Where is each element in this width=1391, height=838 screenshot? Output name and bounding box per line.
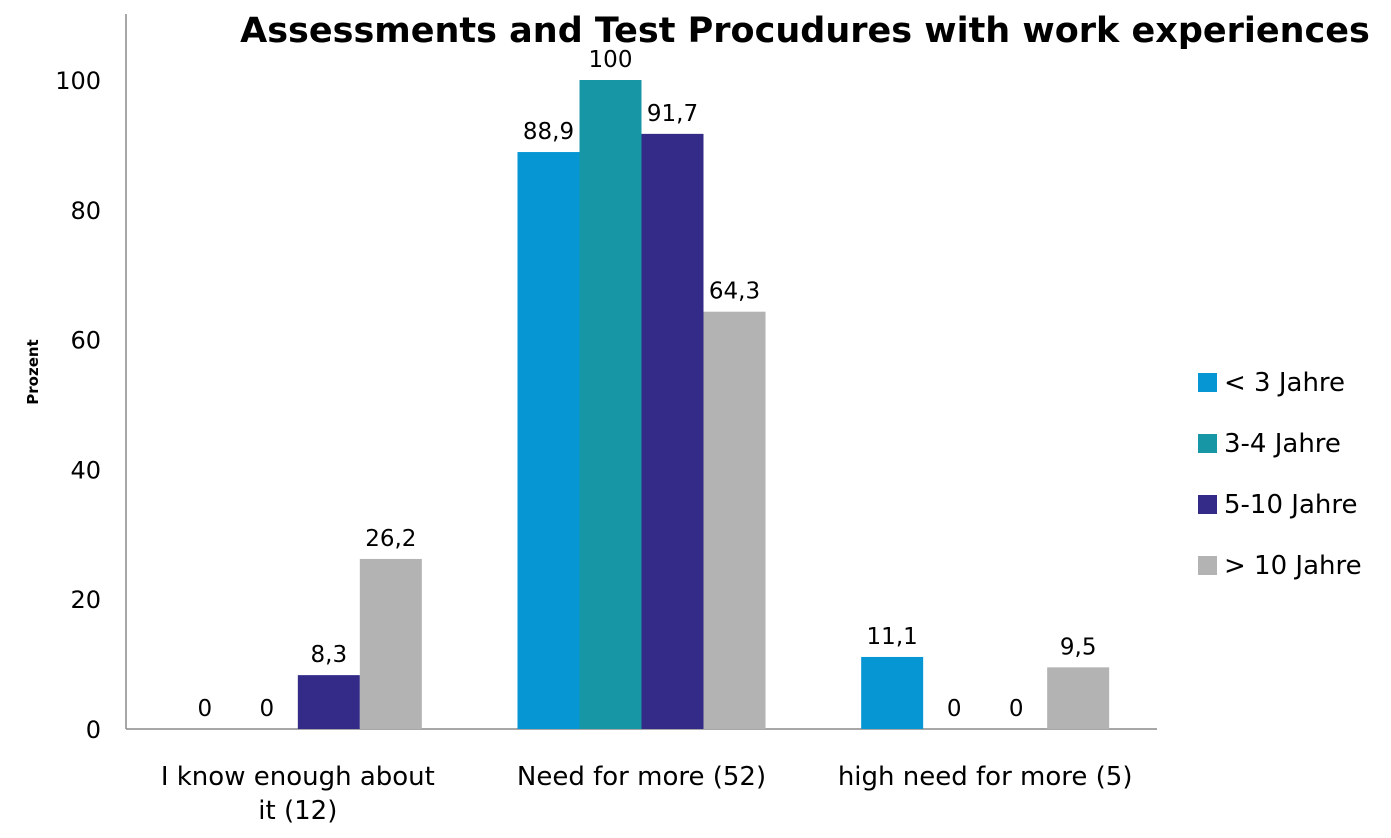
data-label: 91,7 <box>647 101 698 127</box>
chart-title: Assessments and Test Procudures with wor… <box>240 11 1370 51</box>
data-label: 8,3 <box>311 642 348 668</box>
bar <box>297 675 360 729</box>
legend-item: 5-10 Jahre <box>1198 474 1362 535</box>
y-axis-label: Prozent <box>24 339 42 404</box>
bar <box>861 656 924 729</box>
legend-label: > 10 Jahre <box>1224 550 1362 581</box>
bar <box>641 133 704 729</box>
legend-swatch <box>1198 373 1217 392</box>
bar <box>517 152 580 729</box>
data-label: 64,3 <box>709 279 760 305</box>
y-tick-label: 20 <box>70 586 101 614</box>
bar <box>1047 667 1110 729</box>
category-label: Need for more (52) <box>517 762 766 792</box>
data-label: 0 <box>198 696 213 722</box>
bar <box>703 311 766 729</box>
category-label: I know enough about <box>161 762 435 792</box>
data-label: 9,5 <box>1060 634 1097 660</box>
category-label: it (12) <box>258 796 337 826</box>
legend-label: 3-4 Jahre <box>1224 428 1341 459</box>
y-tick-label: 100 <box>55 67 101 95</box>
legend-item: 3-4 Jahre <box>1198 413 1362 474</box>
legend-swatch <box>1198 556 1217 575</box>
data-label: 88,9 <box>523 119 574 145</box>
legend-item: > 10 Jahre <box>1198 535 1362 596</box>
legend-swatch <box>1198 495 1217 514</box>
data-label: 100 <box>589 47 633 73</box>
legend-label: 5-10 Jahre <box>1224 489 1358 520</box>
legend: < 3 Jahre 3-4 Jahre 5-10 Jahre > 10 Jahre <box>1198 352 1362 596</box>
y-tick-label: 80 <box>70 197 101 225</box>
data-label: 0 <box>260 696 275 722</box>
category-label: high need for more (5) <box>838 762 1133 792</box>
y-tick-label: 40 <box>70 456 101 484</box>
legend-item: < 3 Jahre <box>1198 352 1362 413</box>
data-label: 0 <box>947 696 962 722</box>
data-label: 26,2 <box>365 526 416 552</box>
legend-label: < 3 Jahre <box>1224 367 1346 398</box>
bar <box>359 558 422 729</box>
data-label: 11,1 <box>867 624 918 650</box>
y-tick-label: 0 <box>86 716 101 744</box>
data-label: 0 <box>1009 696 1024 722</box>
y-tick-label: 60 <box>70 327 101 355</box>
legend-swatch <box>1198 434 1217 453</box>
bar <box>579 80 642 729</box>
